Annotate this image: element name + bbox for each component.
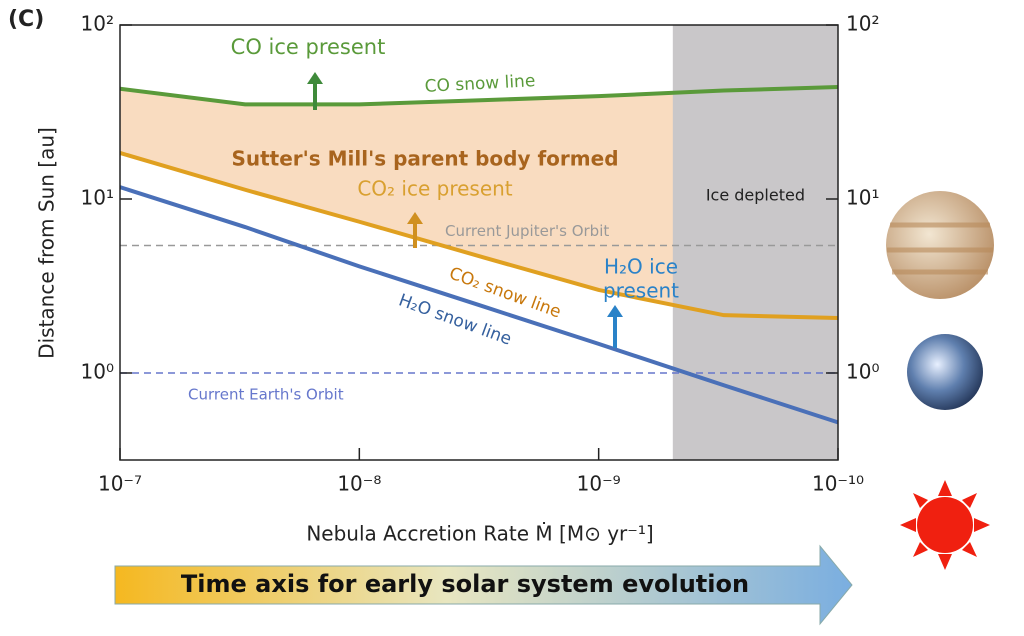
x-tick-label: 10⁻⁷: [98, 472, 142, 496]
y2-tick-label: 10¹: [846, 185, 879, 209]
snow-line: [119, 85, 839, 107]
plot-frame: [119, 24, 839, 461]
reference-label: Current Earth's Orbit: [188, 385, 344, 403]
x-tick-label: 10⁻⁸: [337, 472, 381, 496]
x-tick-label: 10⁻⁹: [577, 472, 621, 496]
annotation: present: [603, 279, 679, 303]
reference-label: Current Jupiter's Orbit: [445, 222, 609, 240]
arrow-head: [407, 212, 423, 224]
series-label: CO snow line: [424, 71, 536, 97]
snow-line: [119, 185, 839, 425]
time-arrow-label: Time axis for early solar system evoluti…: [181, 570, 749, 598]
time-arrow: [114, 544, 853, 626]
ice-depleted-region: [672, 25, 838, 460]
jupiter-bands: [887, 222, 993, 275]
y-tick-label: 10⁰: [81, 359, 114, 383]
y2-tick-label: 10²: [846, 12, 879, 36]
jupiter-icon: [886, 191, 994, 299]
x-tick-label: 10⁻¹⁰: [812, 472, 864, 496]
earth-icon: [907, 334, 983, 410]
y-axis-label: Distance from Sun [au]: [35, 127, 59, 359]
plot-area: Ice depleted Current Jupiter's Orbit Curre…: [81, 12, 880, 496]
annotation: H₂O ice: [604, 255, 678, 279]
y-tick-label: 10²: [81, 12, 114, 36]
ice-region-fill: [120, 87, 838, 319]
arrow-head: [607, 305, 623, 317]
annotation: CO₂ ice present: [357, 177, 512, 201]
x-axis-label: Nebula Accretion Rate Ṁ [M⊙ yr⁻¹]: [306, 522, 653, 546]
y2-tick-label: 10⁰: [846, 359, 879, 383]
panel-label: (C): [8, 7, 44, 32]
snow-line: [119, 151, 839, 321]
shaded-label: Ice depleted: [706, 186, 805, 205]
annotation: Sutter's Mill's parent body formed: [231, 147, 618, 171]
arrow-head: [307, 72, 323, 84]
sun-icon: [900, 480, 990, 570]
y-tick-label: 10¹: [81, 185, 114, 209]
annotation: CO ice present: [231, 35, 386, 59]
